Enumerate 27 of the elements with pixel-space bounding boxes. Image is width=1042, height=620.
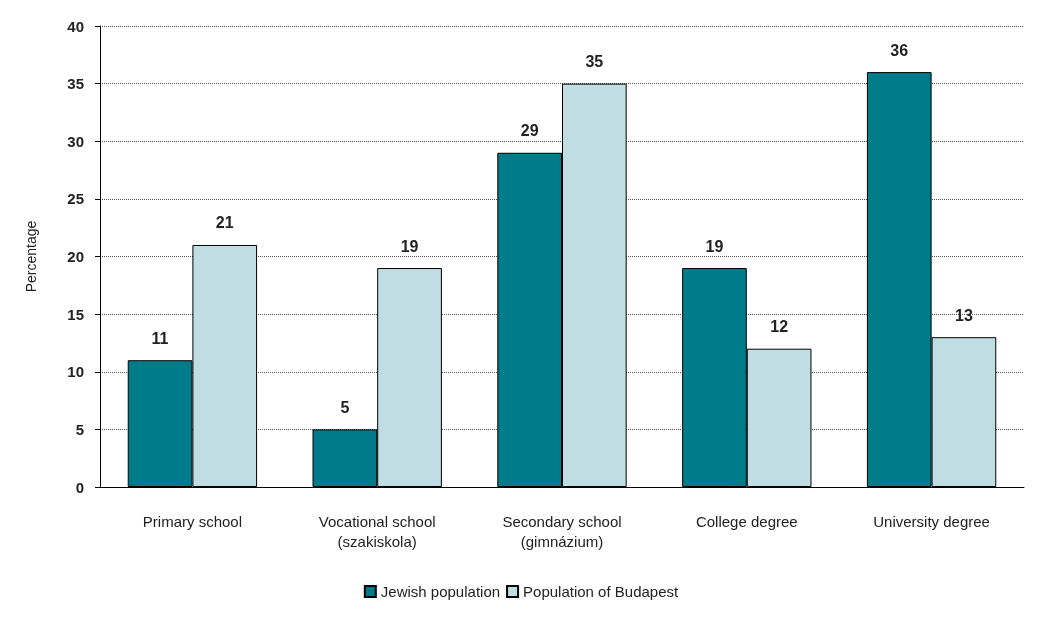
y-tick-label: 35 — [67, 75, 84, 93]
y-tick-label: 20 — [67, 248, 84, 265]
y-tick-label: 15 — [67, 305, 84, 323]
data-label: 5 — [340, 398, 350, 416]
data-label: 12 — [770, 318, 789, 336]
data-label: 35 — [585, 53, 604, 71]
data-label: 21 — [215, 214, 234, 232]
data-label: 13 — [955, 306, 973, 324]
data-label: 19 — [400, 237, 419, 255]
x-tick-label: Vocational school (szakiskola) — [318, 512, 436, 550]
y-tick-label: 0 — [75, 478, 84, 496]
y-axis-title: Percentage — [23, 220, 39, 293]
y-tick-label: 5 — [75, 420, 84, 438]
y-tick-label: 40 — [67, 17, 84, 35]
data-label: 36 — [890, 41, 909, 59]
data-label: 19 — [705, 237, 724, 255]
x-tick-label: University degree — [873, 512, 990, 530]
data-label: 11 — [151, 329, 169, 347]
data-label: 29 — [520, 122, 539, 140]
legend-label: Population of Budapest — [523, 583, 680, 600]
x-tick-label: Primary school — [142, 512, 242, 530]
x-tick-label: College degree — [695, 512, 798, 530]
y-tick-label: 25 — [67, 190, 84, 208]
y-tick-label: 30 — [67, 132, 84, 150]
legend-label: Jewish population — [380, 583, 501, 600]
y-tick-label: 10 — [67, 363, 84, 381]
x-tick-label: Secondary school (gimnázium) — [502, 512, 622, 550]
